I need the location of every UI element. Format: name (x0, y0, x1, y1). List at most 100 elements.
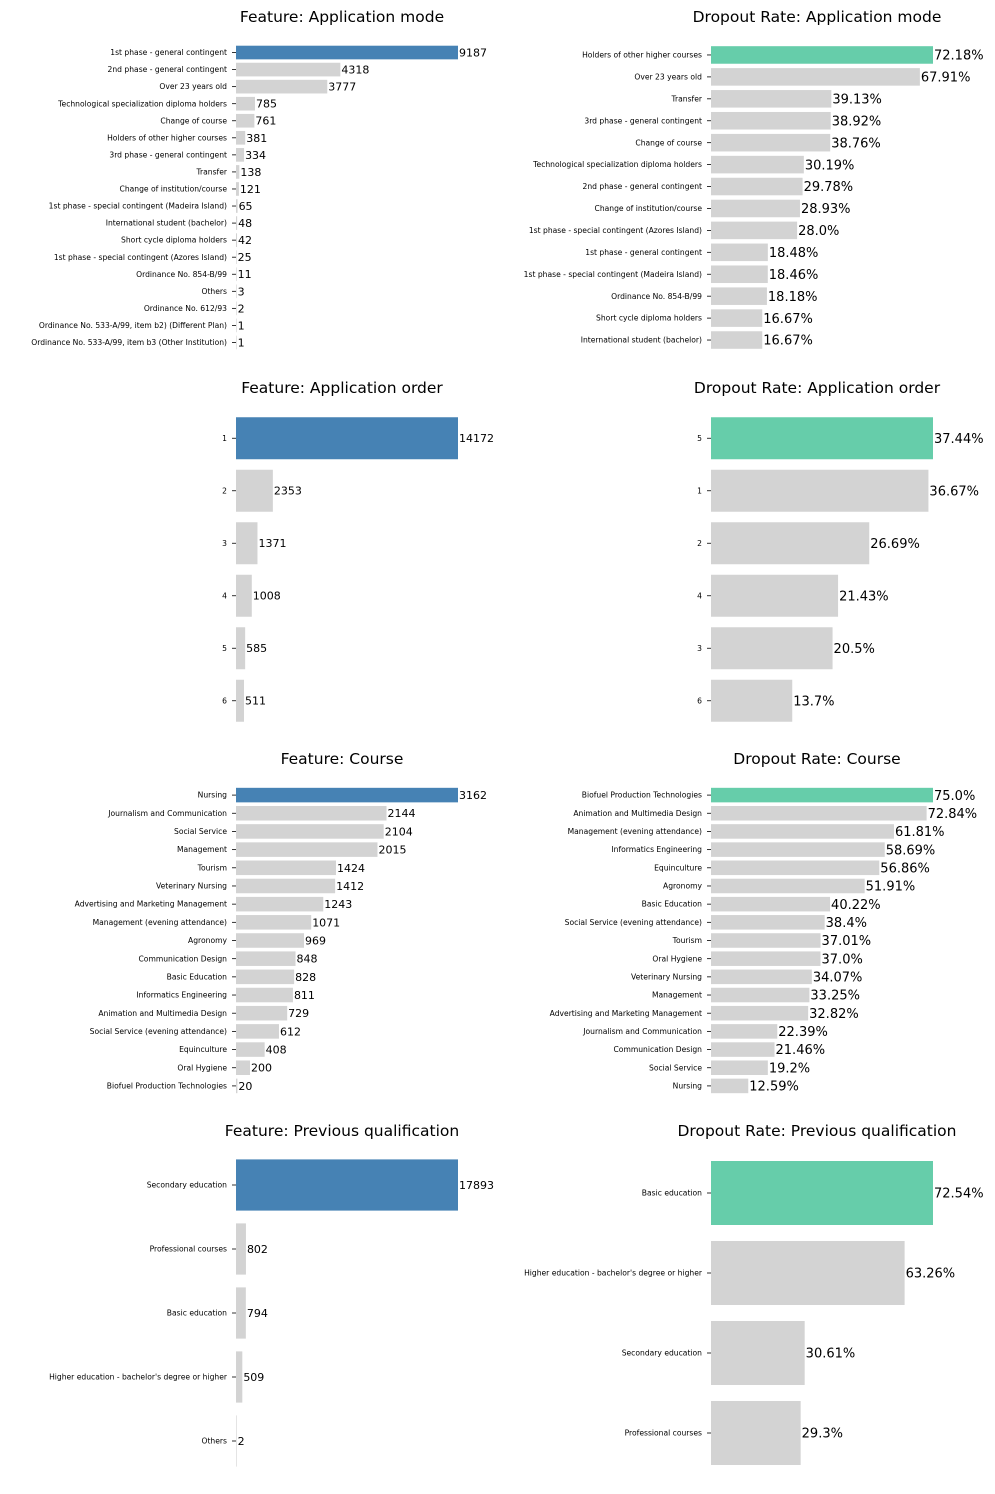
bar (711, 243, 768, 262)
bar (236, 1042, 265, 1057)
bar (711, 933, 821, 948)
data-label: 65 (239, 200, 253, 213)
data-label: 58.69% (886, 843, 936, 858)
data-label: 2353 (274, 485, 302, 498)
y-tick-label: 1st phase - special contingent (Azores I… (529, 226, 702, 235)
data-label: 42 (238, 234, 252, 247)
data-label: 2144 (388, 807, 416, 820)
bar (711, 878, 865, 894)
chart-title: Feature: Application order (241, 379, 443, 397)
bar (236, 860, 336, 876)
data-label: 1371 (258, 537, 286, 550)
data-label: 18.48% (769, 246, 819, 261)
data-label: 200 (251, 1062, 272, 1075)
data-label: 21.43% (839, 589, 889, 604)
y-tick-label: Holders of other higher courses (107, 133, 227, 142)
data-label: 67.91% (921, 71, 971, 86)
data-label: 408 (266, 1044, 287, 1057)
bar (711, 824, 894, 839)
bar (711, 787, 933, 803)
bar (236, 250, 237, 265)
data-label: 729 (288, 1007, 309, 1020)
y-tick-label: Tourism (197, 863, 227, 872)
y-tick-label: 5 (222, 644, 227, 653)
bar (711, 627, 833, 670)
data-label: 2015 (378, 844, 406, 857)
data-label: 38.76% (831, 136, 881, 151)
data-label: 75.0% (934, 789, 975, 804)
bar (236, 522, 258, 565)
y-tick-label: 1st phase - general contingent (585, 248, 702, 257)
bar (236, 96, 255, 111)
y-tick-label: Journalism and Communication (582, 1027, 702, 1036)
bar (711, 1060, 768, 1076)
data-label: 17893 (459, 1179, 494, 1192)
bar (711, 1241, 905, 1305)
y-tick-label: Professional courses (625, 1429, 702, 1438)
data-label: 585 (246, 642, 267, 655)
data-label: 72.18% (934, 49, 984, 64)
bar (711, 1321, 805, 1385)
y-tick-label: 1 (222, 434, 227, 443)
chart-title: Dropout Rate: Application order (694, 379, 941, 397)
y-tick-label: Informatics Engineering (136, 991, 227, 1000)
bar (711, 805, 927, 821)
y-tick-label: Animation and Multimedia Design (573, 809, 702, 818)
bar (711, 860, 880, 876)
bar (711, 155, 804, 174)
y-tick-label: 5 (697, 434, 702, 443)
bar (711, 1024, 778, 1039)
data-label: 381 (246, 132, 267, 145)
y-tick-label: Higher education - bachelor's degree or … (49, 1373, 228, 1382)
y-tick-label: Basic education (642, 1189, 702, 1198)
chart-panel-8: Dropout Rate: Previous qualification Basi… (524, 1122, 984, 1465)
data-label: 16.67% (763, 312, 813, 327)
bar (236, 824, 384, 839)
y-tick-label: Change of institution/course (595, 204, 703, 213)
bar (236, 45, 458, 60)
bar (711, 842, 885, 857)
data-label: 802 (247, 1243, 268, 1256)
data-label: 37.0% (822, 952, 863, 967)
data-label: 22.39% (778, 1025, 828, 1040)
chart-panel-2: Dropout Rate: Application mode Holders of… (524, 8, 984, 349)
y-tick-label: Change of course (160, 116, 227, 125)
y-tick-label: Ordinance No. 854-B/99 (611, 292, 702, 301)
y-tick-label: Basic Education (642, 900, 703, 909)
y-tick-label: Change of institution/course (120, 185, 228, 194)
bar (236, 951, 296, 966)
data-label: 13.7% (793, 694, 834, 709)
data-label: 1424 (337, 862, 365, 875)
y-tick-label: 1 (697, 486, 702, 495)
y-tick-label: Technological specialization diploma hol… (532, 160, 702, 169)
bar (236, 113, 255, 128)
bar (236, 574, 252, 617)
y-tick-label: Others (201, 287, 227, 296)
chart-title: Feature: Application mode (240, 8, 444, 26)
bar (236, 165, 240, 179)
data-label: 12.59% (749, 1080, 799, 1095)
data-label: 969 (305, 934, 326, 947)
data-label: 61.81% (895, 825, 945, 840)
y-tick-label: Transfer (195, 168, 227, 177)
y-tick-label: Social Service (174, 827, 227, 836)
data-label: 18.18% (768, 290, 818, 305)
bar (236, 1287, 246, 1339)
y-tick-label: 4 (222, 591, 227, 600)
chart-title: Dropout Rate: Previous qualification (678, 1122, 957, 1140)
y-tick-label: Veterinary Nursing (631, 972, 702, 981)
data-label: 34.07% (813, 971, 863, 986)
y-tick-label: Agronomy (188, 936, 227, 945)
y-tick-label: International student (bachelor) (106, 219, 227, 228)
bar (711, 1005, 809, 1021)
data-label: 1412 (336, 880, 364, 893)
bar (236, 1223, 246, 1275)
chart-panel-6: Dropout Rate: Course Biofuel Production T… (550, 750, 978, 1095)
data-label: 3162 (459, 789, 487, 802)
bar (711, 221, 798, 240)
data-label: 848 (297, 953, 318, 966)
chart-title: Feature: Previous qualification (225, 1122, 459, 1140)
data-label: 14172 (459, 432, 494, 445)
data-label: 811 (294, 989, 315, 1002)
